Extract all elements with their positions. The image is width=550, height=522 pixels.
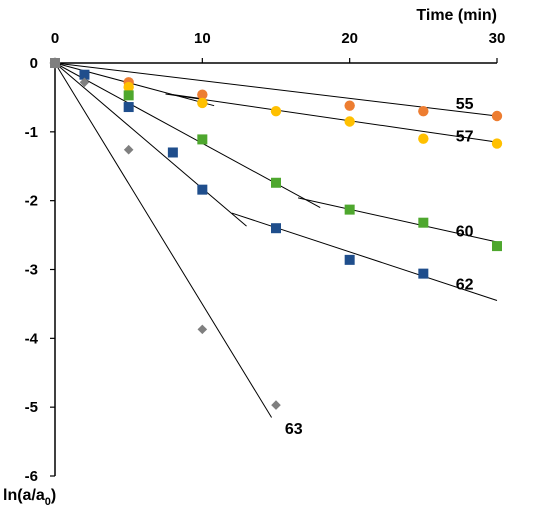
y-tick-label: -2 [25, 193, 38, 210]
fit-line-57 [165, 93, 498, 143]
y-tick-label: -5 [25, 399, 38, 416]
y-tick-label: -4 [25, 330, 39, 347]
point-62 [79, 69, 90, 80]
point-63 [197, 324, 208, 335]
point-62 [344, 254, 355, 265]
point-60 [418, 217, 429, 228]
point-60 [197, 134, 208, 145]
point-62 [271, 223, 281, 234]
series-labels: 55 57 60 62 63 [285, 96, 474, 438]
x-tick-label: 0 [51, 30, 59, 47]
point-57 [197, 97, 208, 109]
fit-line-62 [54, 62, 247, 227]
point-62 [167, 147, 178, 158]
point-60 [344, 204, 355, 215]
series-label-55: 55 [456, 96, 474, 113]
data-points [49, 57, 503, 410]
point-57 [344, 116, 355, 127]
point-60 [271, 177, 281, 188]
point-63 [271, 400, 281, 410]
point-55 [418, 105, 429, 117]
series-label-63: 63 [285, 421, 303, 438]
point-60 [492, 241, 502, 252]
series-label-57: 57 [456, 128, 474, 145]
y-axis-title-main: ln(a/a [3, 487, 45, 504]
series-label-60: 60 [456, 223, 474, 240]
point-62 [197, 184, 208, 195]
x-tick-label: 10 [194, 30, 211, 47]
point-57 [418, 133, 429, 144]
chart-axes: 0 10 20 30 0 -1 -2 -3 -4 -5 -6 [25, 30, 506, 485]
y-tick-label: -1 [25, 124, 38, 141]
x-axis-ticks: 0 10 20 30 [51, 30, 506, 63]
point-57 [270, 105, 282, 117]
point-57 [123, 81, 134, 93]
y-axis-title-subscript: 0 [45, 496, 51, 508]
x-tick-label: 20 [341, 30, 358, 47]
point-60 [123, 90, 134, 101]
point-55 [491, 110, 503, 122]
x-tick-label: 30 [489, 30, 506, 47]
point-55 [197, 89, 208, 100]
fit-line-57 [54, 62, 215, 107]
y-axis-title: ln(a/a0) [3, 487, 56, 508]
y-axis-title-close: ) [51, 487, 56, 504]
point-63 [79, 77, 90, 88]
y-tick-label: -3 [25, 262, 38, 279]
y-axis-ticks: 0 -1 -2 -3 -4 -5 -6 [25, 55, 55, 485]
series-label-62: 62 [456, 276, 474, 293]
fit-line-63 [54, 62, 273, 418]
fit-line-60 [297, 197, 498, 243]
x-axis-title: Time (min) [416, 7, 497, 24]
y-tick-label: -6 [25, 468, 38, 485]
point-62 [123, 102, 134, 113]
point-57 [491, 138, 503, 149]
y-tick-label: 0 [30, 55, 38, 72]
point-55 [344, 100, 355, 111]
point-63 [50, 58, 60, 68]
point-63 [123, 144, 134, 155]
point-62 [418, 268, 429, 279]
